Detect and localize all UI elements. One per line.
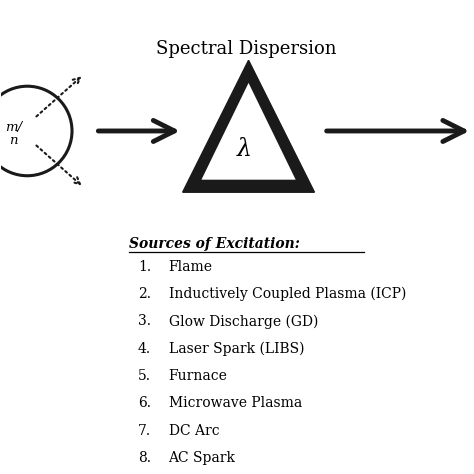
Text: n: n [9, 134, 18, 147]
Text: 3.: 3. [138, 314, 151, 328]
Text: Flame: Flame [169, 260, 212, 273]
Text: DC Arc: DC Arc [169, 424, 219, 438]
Text: λ: λ [237, 138, 251, 161]
Text: AC Spark: AC Spark [169, 451, 236, 465]
Text: 4.: 4. [138, 342, 151, 356]
Text: 1.: 1. [138, 260, 151, 273]
Text: 8.: 8. [138, 451, 151, 465]
Text: Glow Discharge (GD): Glow Discharge (GD) [169, 314, 318, 328]
Text: Furnace: Furnace [169, 369, 228, 383]
Text: 6.: 6. [138, 396, 151, 410]
Text: 5.: 5. [138, 369, 151, 383]
Polygon shape [201, 83, 296, 180]
Polygon shape [182, 60, 314, 192]
Text: Microwave Plasma: Microwave Plasma [169, 396, 302, 410]
Text: Spectral Dispersion: Spectral Dispersion [156, 39, 337, 57]
Text: Sources of Excitation:: Sources of Excitation: [128, 237, 300, 251]
Text: 2.: 2. [138, 287, 151, 301]
Text: 7.: 7. [138, 424, 151, 438]
Text: m/: m/ [5, 121, 22, 134]
Text: Inductively Coupled Plasma (ICP): Inductively Coupled Plasma (ICP) [169, 287, 406, 301]
Text: Laser Spark (LIBS): Laser Spark (LIBS) [169, 342, 304, 356]
